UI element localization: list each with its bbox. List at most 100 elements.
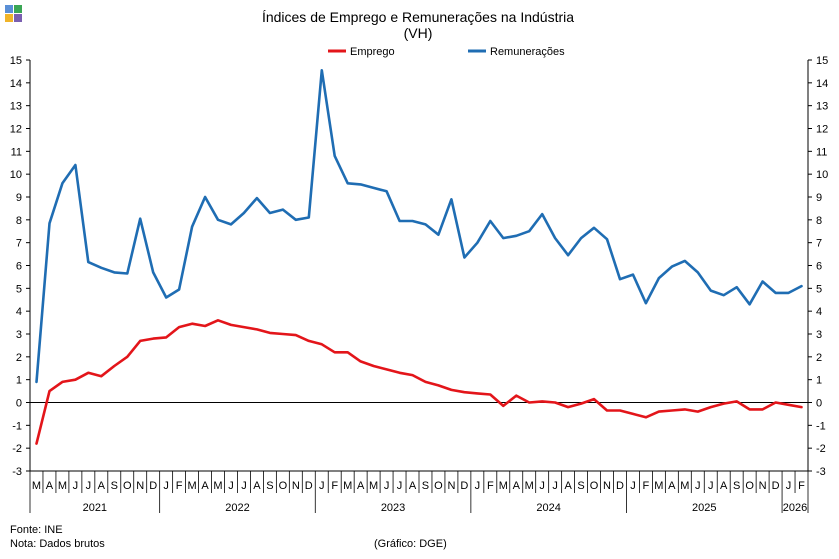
y-tick-label-left: -3 — [12, 466, 22, 478]
x-month-label: J — [163, 480, 169, 492]
y-tick-label-left: -1 — [12, 420, 22, 432]
x-month-label: M — [680, 480, 689, 492]
logo-square-1 — [5, 5, 13, 13]
x-month-label: D — [460, 480, 468, 492]
x-month-label: F — [176, 480, 183, 492]
y-tick-label-right: 1 — [816, 375, 822, 387]
y-tick-label-left: 4 — [16, 306, 22, 318]
y-tick-label-right: -2 — [816, 443, 826, 455]
footer-source: Fonte: INE — [10, 524, 63, 536]
y-tick-label-left: 2 — [16, 352, 22, 364]
x-month-label: O — [434, 480, 443, 492]
footer-credit: (Gráfico: DGE) — [374, 538, 447, 550]
x-month-label: A — [668, 480, 676, 492]
x-year-label: 2026 — [783, 502, 807, 514]
x-month-label: J — [86, 480, 92, 492]
x-month-label: D — [149, 480, 157, 492]
y-tick-label-right: 6 — [816, 261, 822, 273]
y-tick-label-right: -1 — [816, 420, 826, 432]
y-tick-label-left: 12 — [10, 124, 22, 136]
legend-label-remuneracoes: Remunerações — [490, 46, 565, 58]
x-month-label: M — [187, 480, 196, 492]
x-month-label: M — [32, 480, 41, 492]
footer-note: Nota: Dados brutos — [10, 538, 105, 550]
y-tick-label-left: 1 — [16, 375, 22, 387]
y-tick-label-right: 7 — [816, 238, 822, 250]
logo-square-2 — [14, 5, 22, 13]
x-month-label: M — [58, 480, 67, 492]
x-month-label: N — [447, 480, 455, 492]
y-tick-label-right: 13 — [816, 101, 828, 113]
y-tick-label-left: 7 — [16, 238, 22, 250]
x-month-label: J — [73, 480, 79, 492]
legend-label-emprego: Emprego — [350, 46, 395, 58]
y-tick-label-left: 3 — [16, 329, 22, 341]
y-tick-label-left: 0 — [16, 398, 22, 410]
x-month-label: N — [759, 480, 767, 492]
x-month-label: J — [475, 480, 481, 492]
x-month-label: D — [616, 480, 624, 492]
x-month-label: O — [590, 480, 599, 492]
y-tick-label-right: -3 — [816, 466, 826, 478]
x-month-label: S — [266, 480, 273, 492]
y-tick-label-left: 10 — [10, 169, 22, 181]
y-tick-label-left: -2 — [12, 443, 22, 455]
x-month-label: D — [772, 480, 780, 492]
x-month-label: S — [733, 480, 740, 492]
x-month-label: D — [305, 480, 313, 492]
x-month-label: S — [422, 480, 429, 492]
legend: Emprego Remunerações — [328, 46, 565, 58]
x-month-label: M — [343, 480, 352, 492]
y-tick-label-left: 9 — [16, 192, 22, 204]
x-month-label: M — [213, 480, 222, 492]
x-month-label: O — [279, 480, 288, 492]
chart-subtitle: (VH) — [404, 25, 433, 41]
y-tick-label-right: 3 — [816, 329, 822, 341]
x-month-label: A — [409, 480, 417, 492]
series-line-remunera-es — [35, 69, 803, 384]
x-month-label: N — [136, 480, 144, 492]
y-tick-label-right: 12 — [816, 124, 828, 136]
y-tick-label-left: 8 — [16, 215, 22, 227]
logo-icon — [5, 5, 22, 22]
x-month-label: A — [720, 480, 728, 492]
x-month-label: M — [499, 480, 508, 492]
y-tick-label-right: 4 — [816, 306, 822, 318]
x-year-label: 2022 — [225, 502, 249, 514]
x-month-label: J — [397, 480, 403, 492]
x-month-label: J — [786, 480, 792, 492]
x-month-label: J — [630, 480, 636, 492]
x-month-label: N — [603, 480, 611, 492]
y-tick-label-left: 6 — [16, 261, 22, 273]
x-month-label: A — [46, 480, 54, 492]
x-month-label: F — [487, 480, 494, 492]
y-tick-label-left: 13 — [10, 101, 22, 113]
y-tick-label-right: 5 — [816, 283, 822, 295]
x-month-label: J — [241, 480, 247, 492]
y-tick-label-right: 11 — [816, 146, 827, 158]
y-tick-label-right: 10 — [816, 169, 828, 181]
x-year-label: 2023 — [381, 502, 405, 514]
chart-title: Índices de Emprego e Remunerações na Ind… — [262, 9, 574, 25]
x-month-label: A — [201, 480, 209, 492]
y-tick-label-right: 2 — [816, 352, 822, 364]
x-month-label: A — [253, 480, 261, 492]
x-month-label: J — [384, 480, 390, 492]
y-tick-label-left: 14 — [10, 78, 22, 90]
y-tick-label-right: 15 — [816, 55, 828, 67]
x-month-label: J — [695, 480, 701, 492]
y-tick-label-right: 14 — [816, 78, 828, 90]
x-month-label: S — [111, 480, 118, 492]
x-year-label: 2024 — [536, 502, 560, 514]
x-month-label: M — [369, 480, 378, 492]
x-month-label: M — [654, 480, 663, 492]
y-tick-label-left: 11 — [11, 146, 22, 158]
series-line-emprego — [35, 318, 803, 445]
x-month-label: O — [745, 480, 754, 492]
x-month-label: O — [123, 480, 132, 492]
x-month-label: J — [708, 480, 714, 492]
x-year-label: 2021 — [83, 502, 107, 514]
